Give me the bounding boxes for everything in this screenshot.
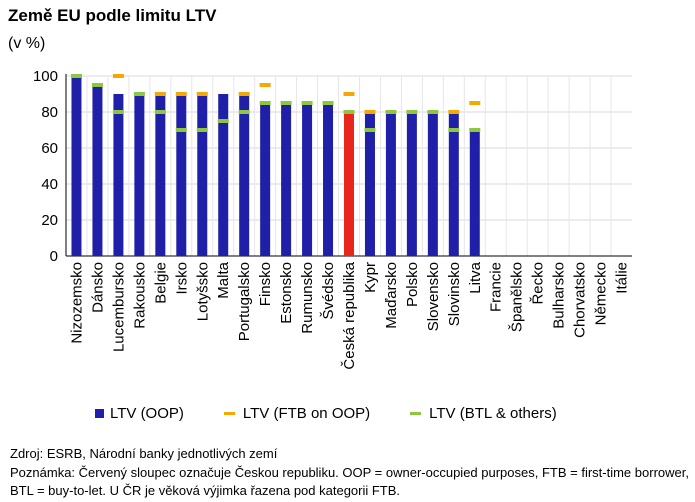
legend-swatch-ftb xyxy=(223,411,235,415)
marker-btl-ceska-republika xyxy=(343,110,355,114)
y-tick-label-100: 100 xyxy=(33,68,58,85)
note-text: Poznámka: Červený sloupec označuje Česko… xyxy=(10,465,689,498)
x-tick-label-francie: Francie xyxy=(488,262,505,312)
x-tick-label-polsko: Polsko xyxy=(404,262,421,307)
x-tick-label-finsko: Finsko xyxy=(257,262,274,306)
x-tick-label-slovinsko: Slovinsko xyxy=(446,262,463,326)
x-tick-label-litva: Litva xyxy=(467,261,484,293)
source-text: Zdroj: ESRB, Národní banky jednotlivých … xyxy=(10,446,278,461)
marker-btl-estonsko xyxy=(280,101,292,105)
marker-btl-slovensko xyxy=(427,110,439,114)
marker-ftb-portugalsko xyxy=(238,92,250,96)
marker-btl-rumunsko xyxy=(301,101,313,105)
bar-rakousko xyxy=(134,94,145,256)
marker-ftb-ceska-republika xyxy=(343,92,355,96)
marker-btl-malta xyxy=(217,119,229,123)
bar-slovinsko xyxy=(448,112,459,256)
x-tick-label-belgie: Belgie xyxy=(152,262,169,304)
marker-btl-lucembursko xyxy=(112,110,124,114)
x-tick-label-irsko: Irsko xyxy=(173,262,190,295)
marker-btl-svedsko xyxy=(322,101,334,105)
x-tick-label-recko: Řecko xyxy=(530,262,547,305)
marker-ftb-irsko xyxy=(175,92,187,96)
legend-swatch-btl xyxy=(410,411,422,415)
marker-btl-litva xyxy=(469,128,481,132)
bar-lucembursko xyxy=(113,94,124,256)
bar-estonsko xyxy=(281,103,292,256)
y-tick-label-60: 60 xyxy=(41,140,58,157)
y-tick-label-40: 40 xyxy=(41,176,58,193)
x-tick-label-malta: Malta xyxy=(215,261,232,298)
x-tick-label-italie: Itálie xyxy=(614,262,631,294)
legend-item-oop: LTV (OOP) xyxy=(95,405,184,422)
marker-btl-nizozemsko xyxy=(70,74,82,78)
marker-ftb-slovinsko xyxy=(448,110,460,114)
legend-swatch-oop xyxy=(95,408,104,418)
x-tick-label-spanelsko: Španělsko xyxy=(509,262,526,332)
y-tick-label-0: 0 xyxy=(50,248,58,265)
x-tick-label-chorvatsko: Chorvatsko xyxy=(572,262,589,338)
y-axis-unit: (v %) xyxy=(8,35,46,52)
x-tick-label-kypr: Kypr xyxy=(362,262,379,293)
x-tick-label-slovensko: Slovensko xyxy=(425,262,442,331)
marker-btl-portugalsko xyxy=(238,110,250,114)
bar-rumunsko xyxy=(302,103,313,256)
marker-ftb-lotyssko xyxy=(196,92,208,96)
bar-belgie xyxy=(155,94,166,256)
y-tick-label-80: 80 xyxy=(41,104,58,121)
x-tick-label-nemecko: Německo xyxy=(593,262,610,325)
x-tick-label-rumunsko: Rumunsko xyxy=(299,262,316,334)
marker-btl-madarsko xyxy=(385,110,397,114)
legend-label-ftb: LTV (FTB on OOP) xyxy=(242,404,371,422)
bar-nizozemsko xyxy=(71,76,82,256)
marker-ftb-kypr xyxy=(364,110,376,114)
legend-label-oop: LTV (OOP) xyxy=(110,404,184,422)
bar-madarsko xyxy=(385,112,396,256)
legend: LTV (OOP) LTV (FTB on OOP) LTV (BTL & ot… xyxy=(95,402,597,424)
marker-btl-rakousko xyxy=(133,92,145,96)
x-tick-label-lucembursko: Lucembursko xyxy=(110,262,127,352)
bar-finsko xyxy=(260,103,271,256)
marker-btl-slovinsko xyxy=(448,128,460,132)
bar-slovensko xyxy=(427,112,438,256)
x-tick-label-lotyssko: Lotyšsko xyxy=(194,262,211,321)
x-tick-label-nizozemsko: Nizozemsko xyxy=(68,262,85,344)
bar-polsko xyxy=(406,112,417,256)
x-tick-label-ceska-republika: Česká republika xyxy=(341,261,358,369)
bar-svedsko xyxy=(323,103,334,256)
marker-ftb-finsko xyxy=(259,83,271,87)
bar-litva xyxy=(469,130,480,256)
x-tick-label-portugalsko: Portugalsko xyxy=(236,262,253,341)
marker-ftb-litva xyxy=(469,101,481,105)
marker-btl-dansko xyxy=(91,83,103,87)
marker-btl-kypr xyxy=(364,128,376,132)
marker-btl-irsko xyxy=(175,128,187,132)
legend-label-btl: LTV (BTL & others) xyxy=(429,404,557,422)
marker-ftb-belgie xyxy=(154,92,166,96)
bar-dansko xyxy=(92,85,103,256)
marker-btl-belgie xyxy=(154,110,166,114)
bar-kypr xyxy=(364,112,375,256)
x-tick-label-madarsko: Maďarsko xyxy=(383,262,400,329)
legend-item-ftb: LTV (FTB on OOP) xyxy=(223,404,371,422)
x-tick-label-rakousko: Rakousko xyxy=(131,262,148,329)
x-tick-label-estonsko: Estonsko xyxy=(278,262,295,324)
bar-irsko xyxy=(176,94,187,256)
marker-btl-finsko xyxy=(259,101,271,105)
x-tick-label-svedsko: Švédsko xyxy=(320,262,337,320)
chart-title: Země EU podle limitu LTV xyxy=(8,6,217,25)
y-tick-label-20: 20 xyxy=(41,212,58,229)
marker-ftb-lucembursko xyxy=(112,74,124,78)
bar-ceska-republika xyxy=(344,112,354,256)
marker-btl-lotyssko xyxy=(196,128,208,132)
bar-lotyssko xyxy=(197,94,208,256)
bar-portugalsko xyxy=(239,94,250,256)
x-tick-label-dansko: Dánsko xyxy=(89,262,106,313)
bar-malta xyxy=(218,94,229,256)
legend-item-btl: LTV (BTL & others) xyxy=(410,405,557,422)
x-tick-label-bulharsko: Bulharsko xyxy=(551,262,568,329)
marker-btl-polsko xyxy=(406,110,418,114)
